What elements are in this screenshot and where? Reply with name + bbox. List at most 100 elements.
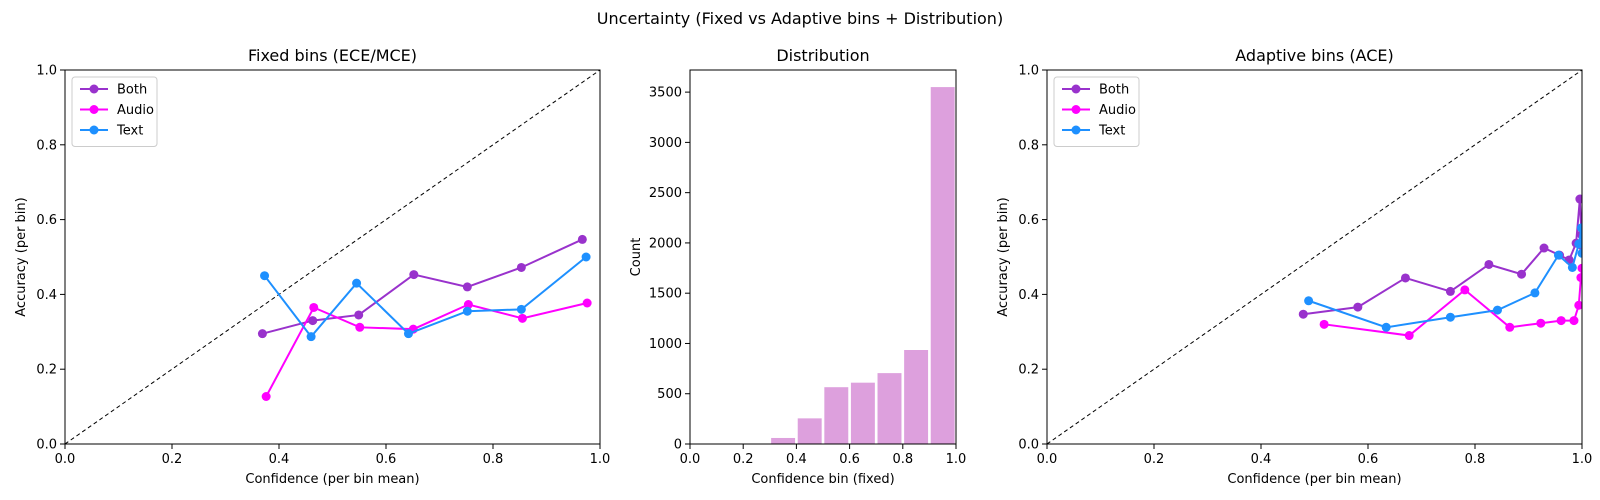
y-axis-label: Count bbox=[629, 238, 644, 277]
y-tick-label: 1000 bbox=[649, 337, 682, 352]
data-point-both bbox=[577, 234, 587, 244]
y-tick-label: 500 bbox=[657, 387, 682, 402]
data-point-both bbox=[257, 329, 267, 339]
histogram-bar bbox=[797, 418, 822, 444]
x-tick-label: 0.2 bbox=[162, 452, 183, 467]
data-point-both bbox=[1484, 259, 1494, 269]
data-point-audio bbox=[1319, 319, 1329, 329]
chart-title: Fixed bins (ECE/MCE) bbox=[248, 46, 417, 65]
data-point-audio bbox=[261, 392, 271, 402]
data-point-both bbox=[354, 310, 364, 320]
data-point-both bbox=[1353, 302, 1363, 312]
diagonal-reference-line bbox=[1047, 70, 1582, 444]
histogram-bar bbox=[904, 349, 929, 444]
x-axis-label: Confidence bin (fixed) bbox=[751, 472, 894, 487]
data-point-both bbox=[462, 282, 472, 292]
data-point-both bbox=[409, 270, 419, 280]
histogram-bar bbox=[824, 387, 849, 444]
y-tick-label: 1.0 bbox=[36, 64, 57, 79]
x-tick-label: 0.0 bbox=[1037, 452, 1058, 467]
legend-marker-both bbox=[1071, 84, 1081, 94]
data-point-text bbox=[260, 271, 270, 281]
x-tick-label: 0.6 bbox=[839, 452, 860, 467]
data-point-audio bbox=[1569, 316, 1579, 326]
plot-area bbox=[771, 87, 955, 444]
data-point-text bbox=[1530, 288, 1540, 298]
y-tick-label: 0.6 bbox=[1018, 213, 1039, 228]
data-point-both bbox=[308, 316, 318, 326]
x-tick-label: 0.2 bbox=[733, 452, 754, 467]
y-tick-label: 0.2 bbox=[1018, 363, 1039, 378]
histogram-bar bbox=[771, 437, 796, 444]
x-tick-label: 0.6 bbox=[1358, 452, 1379, 467]
axes-frame bbox=[64, 69, 601, 445]
legend-label-both: Both bbox=[117, 83, 147, 98]
legend-marker-audio bbox=[89, 105, 99, 114]
x-tick-label: 0.0 bbox=[680, 452, 701, 467]
data-point-audio bbox=[1404, 331, 1414, 341]
data-point-text bbox=[1576, 223, 1582, 233]
data-point-text bbox=[1492, 305, 1502, 315]
data-point-text bbox=[1577, 248, 1582, 258]
data-point-audio bbox=[309, 302, 319, 312]
y-tick-label: 3000 bbox=[649, 136, 682, 151]
data-point-audio bbox=[1505, 322, 1515, 332]
histogram-bar bbox=[850, 382, 875, 444]
data-point-both bbox=[516, 262, 526, 272]
y-tick-label: 0.0 bbox=[1018, 438, 1039, 453]
data-point-audio bbox=[1556, 316, 1566, 326]
x-tick-label: 0.2 bbox=[1144, 452, 1165, 467]
histogram-bar bbox=[877, 373, 902, 444]
y-tick-label: 1.0 bbox=[1018, 64, 1039, 79]
y-tick-label: 0.4 bbox=[36, 288, 57, 303]
data-point-both bbox=[1517, 269, 1527, 279]
legend-label-text: Text bbox=[1098, 124, 1125, 139]
chart-fixed-bins: Fixed bins (ECE/MCE) 0.0 0.2 0.4 0.6 0.8 1.0 0.… bbox=[14, 46, 610, 487]
y-axis-label: Accuracy (per bin) bbox=[14, 197, 29, 316]
legend-label-audio: Audio bbox=[117, 103, 154, 118]
data-point-audio bbox=[1577, 263, 1582, 273]
y-tick-label: 0.0 bbox=[36, 438, 57, 453]
data-point-both bbox=[1539, 243, 1549, 253]
plot-area bbox=[1047, 70, 1582, 444]
y-tick-label: 0.8 bbox=[1018, 138, 1039, 153]
figure-title: Uncertainty (Fixed vs Adaptive bins + Di… bbox=[597, 9, 1003, 28]
x-tick-label: 0.8 bbox=[1465, 452, 1486, 467]
x-tick-label: 0.4 bbox=[269, 452, 290, 467]
chart-title: Adaptive bins (ACE) bbox=[1235, 46, 1394, 65]
data-point-text bbox=[352, 278, 362, 288]
data-point-both bbox=[1400, 273, 1410, 283]
data-point-text bbox=[462, 306, 472, 316]
data-point-both bbox=[1445, 286, 1455, 296]
legend: Both Audio Text bbox=[1053, 76, 1140, 147]
data-point-audio bbox=[355, 322, 365, 332]
data-point-text bbox=[1445, 312, 1455, 322]
y-tick-label: 0.2 bbox=[36, 363, 57, 378]
data-point-audio bbox=[1574, 300, 1582, 310]
chart-title: Distribution bbox=[776, 46, 869, 65]
data-point-both bbox=[1575, 194, 1582, 204]
x-axis-label: Confidence (per bin mean) bbox=[1227, 472, 1401, 487]
data-point-text bbox=[581, 252, 591, 262]
diagonal-reference-line bbox=[65, 70, 600, 444]
y-tick-label: 2500 bbox=[649, 186, 682, 201]
x-axis-label: Confidence (per bin mean) bbox=[245, 472, 419, 487]
data-point-text bbox=[1567, 262, 1577, 272]
data-point-text bbox=[306, 332, 316, 342]
x-tick-label: 0.4 bbox=[786, 452, 807, 467]
x-tick-label: 0.4 bbox=[1251, 452, 1272, 467]
data-point-audio bbox=[1576, 273, 1582, 283]
data-point-audio bbox=[582, 298, 592, 308]
legend-marker-audio bbox=[1071, 105, 1081, 114]
x-tick-label: 0.8 bbox=[892, 452, 913, 467]
x-tick-label: 0.8 bbox=[483, 452, 504, 467]
x-tick-label: 1.0 bbox=[946, 452, 967, 467]
y-tick-label: 3500 bbox=[649, 86, 682, 101]
data-point-audio bbox=[517, 313, 527, 323]
legend-label-text: Text bbox=[116, 124, 143, 139]
x-tick-label: 0.0 bbox=[55, 452, 76, 467]
data-point-text bbox=[1553, 250, 1563, 260]
legend-label-audio: Audio bbox=[1099, 103, 1136, 118]
x-tick-label: 1.0 bbox=[590, 452, 611, 467]
